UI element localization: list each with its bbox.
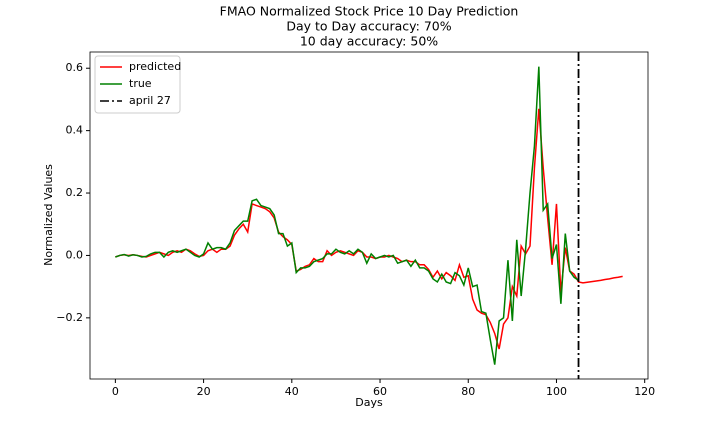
legend-label: april 27 — [129, 94, 171, 107]
x-tick-label: 80 — [461, 385, 475, 398]
series-line — [115, 108, 623, 350]
x-tick-label: 40 — [285, 385, 299, 398]
chart-subtitle: 10 day accuracy: 50% — [300, 34, 438, 49]
y-tick-label: 0.6 — [66, 61, 84, 74]
series-line — [115, 66, 579, 365]
legend-box — [94, 55, 181, 114]
x-tick-label: 20 — [197, 385, 211, 398]
x-tick-label: 120 — [634, 385, 655, 398]
legend-label: true — [129, 77, 152, 90]
x-axis-label: Days — [355, 396, 383, 409]
plot-frame — [89, 51, 649, 380]
x-tick-label: 0 — [112, 385, 119, 398]
y-tick-label: 0.0 — [66, 248, 84, 261]
chart-subtitle: Day to Day accuracy: 70% — [286, 19, 451, 34]
y-axis-label: Normalized Values — [42, 164, 55, 266]
y-tick-label: 0.4 — [66, 124, 84, 137]
legend-label: predicted — [129, 60, 181, 73]
y-tick-label: −0.2 — [56, 311, 83, 324]
x-tick-label: 100 — [546, 385, 567, 398]
y-tick-label: 0.2 — [66, 186, 84, 199]
x-tick-label: 60 — [373, 385, 387, 398]
chart-title: FMAO Normalized Stock Price 10 Day Predi… — [220, 4, 519, 19]
